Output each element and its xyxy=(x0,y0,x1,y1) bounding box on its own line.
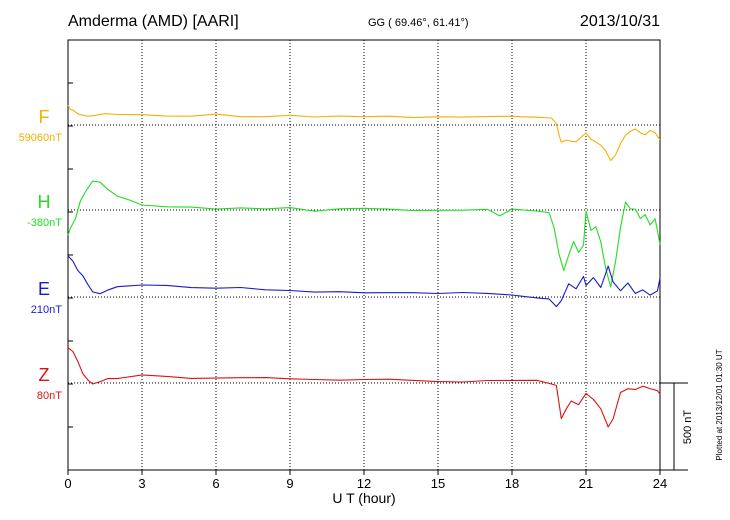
series-line-z xyxy=(67,347,661,428)
series-baseline-e: 210nT xyxy=(31,304,62,316)
station-title: Amderma (AMD) [AARI] xyxy=(68,13,239,30)
series-labels: F 59060nT H -380nT E 210nT Z 80nT xyxy=(19,107,63,402)
x-tick-label: 24 xyxy=(653,476,667,491)
series-name-e: E xyxy=(38,279,50,299)
x-tick-label: 21 xyxy=(579,476,593,491)
series-line-h xyxy=(67,180,661,288)
series-baseline-z: 80nT xyxy=(37,390,62,402)
series-baseline-h: -380nT xyxy=(27,217,62,229)
x-tick-label: 6 xyxy=(212,476,219,491)
plot-frame xyxy=(67,39,661,471)
series-name-f: F xyxy=(39,107,50,127)
x-tick-label: 0 xyxy=(64,476,71,491)
scale-bar-label: 500 nT xyxy=(682,410,694,445)
grid xyxy=(68,40,660,470)
x-tick-label: 12 xyxy=(357,476,371,491)
x-tick-label: 3 xyxy=(138,476,145,491)
date-label: 2013/10/31 xyxy=(580,13,660,30)
series-baseline-f: 59060nT xyxy=(19,132,63,144)
series-line-e xyxy=(67,255,661,308)
series-name-z: Z xyxy=(39,365,50,385)
x-tick-label: 15 xyxy=(431,476,445,491)
x-axis: 0 3 6 9 12 15 18 21 24 xyxy=(64,82,667,491)
x-axis-label: U T (hour) xyxy=(332,490,395,506)
scale-bar: 500 nT xyxy=(660,382,694,471)
series-line-f xyxy=(67,105,661,162)
x-tick-label: 18 xyxy=(505,476,519,491)
station-coords: GG ( 69.46°, 61.41°) xyxy=(368,17,469,29)
plotted-note: Plotted at 2013/12/01 01:30 UT xyxy=(715,349,724,460)
series-lines xyxy=(67,105,661,428)
x-tick-label: 9 xyxy=(286,476,293,491)
series-name-h: H xyxy=(38,192,51,212)
